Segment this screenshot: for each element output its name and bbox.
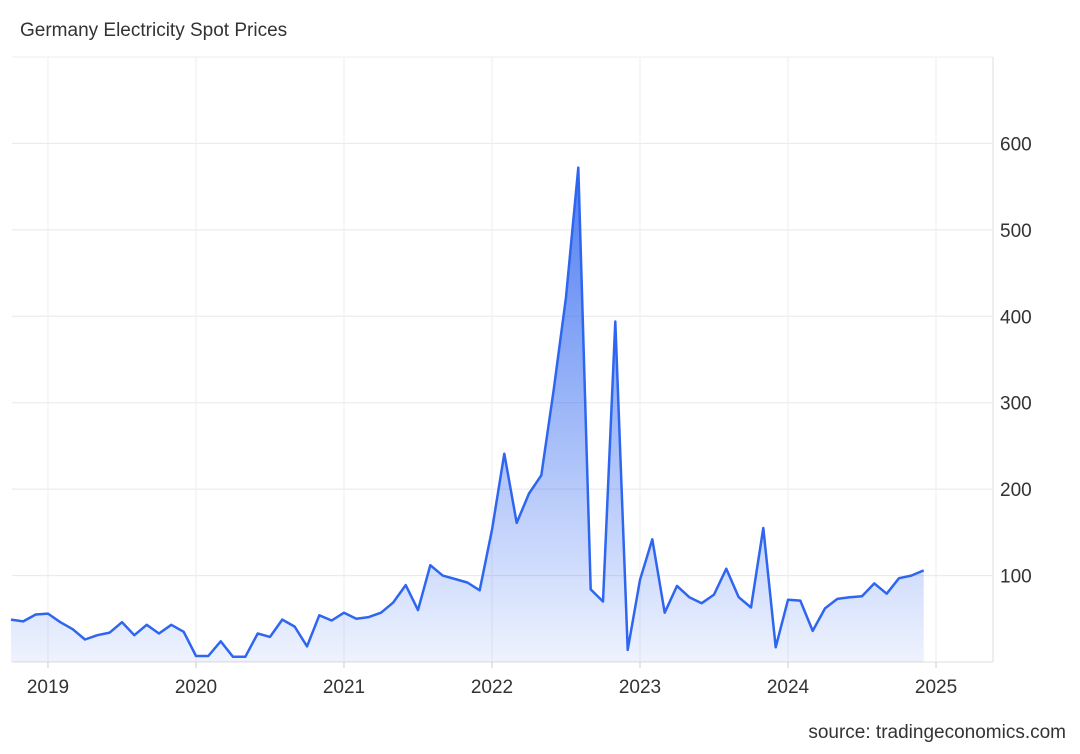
x-tick-label: 2024	[767, 677, 810, 698]
y-tick-label: 600	[1000, 134, 1032, 155]
x-tick-label: 2022	[471, 677, 513, 698]
x-tick-label: 2019	[27, 677, 69, 698]
chart-title: Germany Electricity Spot Prices	[20, 20, 287, 41]
y-tick-label: 300	[1000, 394, 1032, 415]
y-tick-label: 200	[1000, 480, 1032, 501]
x-tick-label: 2025	[915, 677, 957, 698]
y-tick-label: 100	[1000, 567, 1032, 588]
y-tick-label: 400	[1000, 307, 1032, 328]
x-tick-label: 2020	[175, 677, 217, 698]
source: source: tradingeconomics.com	[808, 722, 1066, 743]
y-tick-label: 500	[1000, 221, 1032, 242]
line	[10, 166, 925, 659]
area	[11, 167, 924, 662]
x-tick-label: 2021	[323, 677, 365, 698]
x-tick-label: 2023	[619, 677, 661, 698]
